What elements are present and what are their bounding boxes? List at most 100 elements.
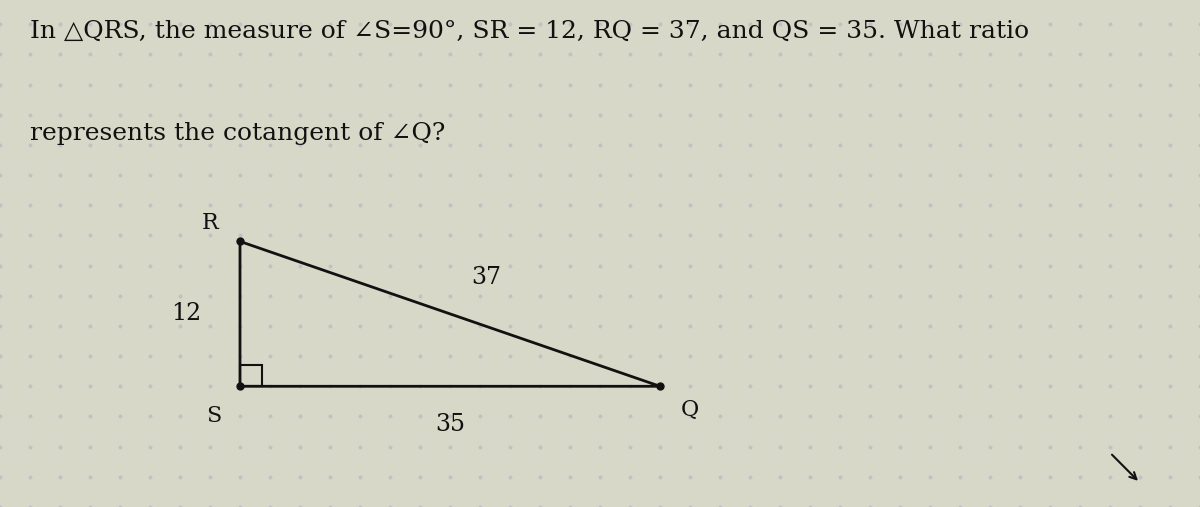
Point (290, 231, 310, 239)
Point (590, 20, 610, 28)
Point (1100, 473, 1120, 481)
Point (260, 201, 280, 209)
Point (350, 352, 370, 360)
Point (980, 473, 1000, 481)
Point (320, 141, 340, 149)
Point (920, 412, 940, 420)
Point (350, 20, 370, 28)
Point (1160, 382, 1180, 390)
Point (530, 141, 550, 149)
Point (440, 171, 460, 179)
Point (500, 443, 520, 451)
Point (530, 322, 550, 330)
Point (1100, 171, 1120, 179)
Point (290, 352, 310, 360)
Point (350, 443, 370, 451)
Point (950, 292, 970, 300)
Point (920, 473, 940, 481)
Point (80, 262, 100, 270)
Point (830, 20, 850, 28)
Point (770, 382, 790, 390)
Point (50, 171, 70, 179)
Point (110, 81, 130, 89)
Point (740, 322, 760, 330)
Point (1130, 111, 1150, 119)
Point (320, 231, 340, 239)
Point (740, 50, 760, 58)
Point (170, 412, 190, 420)
Point (860, 412, 880, 420)
Point (110, 382, 130, 390)
Point (980, 141, 1000, 149)
Point (380, 201, 400, 209)
Point (1160, 503, 1180, 507)
Text: In △QRS, the measure of ∠S=90°, SR = 12, RQ = 37, and QS = 35. What ratio: In △QRS, the measure of ∠S=90°, SR = 12,… (30, 20, 1030, 43)
Point (590, 503, 610, 507)
Point (50, 292, 70, 300)
Point (260, 111, 280, 119)
Point (1190, 141, 1200, 149)
Point (710, 292, 730, 300)
Point (380, 292, 400, 300)
Point (440, 473, 460, 481)
Point (620, 473, 640, 481)
Point (470, 443, 490, 451)
Point (350, 141, 370, 149)
Point (530, 443, 550, 451)
Point (320, 171, 340, 179)
Point (800, 201, 820, 209)
Point (680, 473, 700, 481)
Point (200, 473, 220, 481)
Point (530, 382, 550, 390)
Point (1040, 231, 1060, 239)
Point (830, 111, 850, 119)
Point (80, 322, 100, 330)
Point (410, 171, 430, 179)
Point (800, 231, 820, 239)
Point (830, 81, 850, 89)
Point (470, 503, 490, 507)
Point (1160, 141, 1180, 149)
Point (1100, 20, 1120, 28)
Point (740, 81, 760, 89)
Point (1010, 352, 1030, 360)
Point (170, 322, 190, 330)
Point (500, 141, 520, 149)
Point (410, 20, 430, 28)
Point (440, 111, 460, 119)
Point (560, 503, 580, 507)
Point (440, 20, 460, 28)
Point (950, 171, 970, 179)
Point (140, 201, 160, 209)
Point (1010, 322, 1030, 330)
Point (590, 322, 610, 330)
Point (200, 141, 220, 149)
Point (800, 292, 820, 300)
Point (950, 141, 970, 149)
Point (470, 81, 490, 89)
Point (1070, 20, 1090, 28)
Point (860, 141, 880, 149)
Point (0, 171, 10, 179)
Point (1070, 292, 1090, 300)
Point (350, 473, 370, 481)
Point (650, 322, 670, 330)
Point (830, 322, 850, 330)
Point (800, 503, 820, 507)
Point (620, 262, 640, 270)
Point (1100, 292, 1120, 300)
Point (350, 171, 370, 179)
Point (260, 262, 280, 270)
Point (470, 141, 490, 149)
Point (380, 20, 400, 28)
Point (380, 111, 400, 119)
Point (1010, 262, 1030, 270)
Point (500, 111, 520, 119)
Point (560, 412, 580, 420)
Point (1040, 292, 1060, 300)
Point (710, 503, 730, 507)
Point (710, 382, 730, 390)
Point (620, 141, 640, 149)
Point (410, 141, 430, 149)
Point (260, 322, 280, 330)
